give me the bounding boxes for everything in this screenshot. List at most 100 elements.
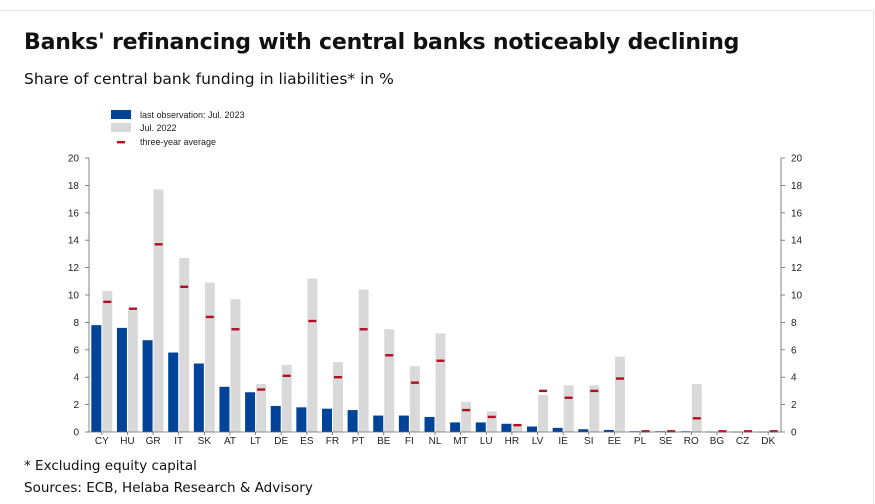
avg-mark-cz — [744, 430, 753, 433]
avg-mark-cy — [103, 300, 112, 304]
x-tick-label-mt: MT — [453, 436, 467, 447]
bar-jul-2022-ie — [563, 385, 574, 432]
bar-jul-2022-de — [281, 364, 292, 432]
y-axis-right: 0 2 4 6 8 10 12 14 16 18 20 — [780, 154, 803, 439]
bar-jul-2023-hu — [116, 327, 127, 432]
avg-mark-hr — [513, 423, 522, 427]
bar-jul-2023-ee — [603, 429, 614, 432]
x-axis: CY HU GR IT SK AT LT DE ES FR PT BE FI NL MT LU HR LV IE SI… — [89, 431, 781, 447]
series-jul-2023 — [91, 325, 768, 433]
avg-mark-si — [590, 389, 599, 393]
y-tick-label-right: 12 — [791, 263, 803, 274]
bar-jul-2023-mt — [450, 422, 461, 432]
y-tick-label-right: 4 — [791, 373, 797, 384]
y-tick-label-right: 16 — [791, 208, 803, 219]
bar-jul-2023-pt — [347, 410, 358, 432]
bar-jul-2022-lu — [486, 411, 497, 432]
y-tick-label-right: 8 — [791, 318, 797, 329]
x-tick-label-si: SI — [584, 436, 593, 447]
x-tick-label-hr: HR — [505, 436, 519, 447]
y-tick-label-right: 20 — [791, 154, 803, 165]
y-tick-label-left: 0 — [73, 428, 79, 439]
avg-mark-dk — [769, 430, 778, 433]
bar-jul-2022-fr — [332, 362, 343, 432]
avg-mark-ie — [564, 396, 573, 399]
x-tick-label-sk: SK — [198, 436, 212, 447]
bar-jul-2022-at — [230, 299, 241, 432]
x-tick-label-ro: RO — [684, 436, 699, 447]
bar-jul-2022-lv — [538, 395, 549, 432]
y-tick-label-left: 2 — [73, 400, 79, 411]
avg-mark-lv — [539, 389, 548, 393]
bar-jul-2022-cy — [102, 290, 113, 432]
bar-jul-2023-fi — [398, 415, 409, 432]
avg-mark-ee — [615, 377, 624, 380]
bar-jul-2022-pt — [358, 289, 369, 432]
x-tick-label-be: BE — [377, 436, 391, 447]
bar-jul-2022-it — [179, 258, 190, 432]
bar-jul-2022-es — [307, 278, 318, 432]
avg-mark-it — [180, 285, 189, 288]
y-tick-label-right: 18 — [791, 181, 803, 192]
bar-jul-2023-es — [296, 407, 307, 432]
bar-jul-2023-at — [219, 386, 230, 432]
bar-jul-2023-fr — [321, 408, 332, 432]
x-tick-label-ie: IE — [558, 436, 568, 447]
bar-jul-2022-lt — [256, 384, 267, 432]
avg-mark-de — [282, 374, 291, 378]
bar-jul-2022-si — [589, 385, 600, 432]
legend-swatch-three-year-average — [117, 141, 125, 144]
bar-jul-2023-de — [270, 405, 281, 432]
avg-mark-pt — [359, 328, 368, 331]
y-tick-label-left: 6 — [73, 345, 79, 356]
bar-jul-2022-be — [384, 329, 395, 432]
bar-jul-2022-sk — [204, 282, 215, 432]
bar-jul-2023-si — [578, 429, 589, 432]
y-tick-label-left: 14 — [68, 236, 80, 247]
bar-jul-2022-fi — [409, 366, 420, 432]
y-tick-label-right: 6 — [791, 345, 797, 356]
bar-jul-2023-lv — [527, 426, 538, 432]
avg-mark-fi — [410, 381, 419, 384]
x-tick-label-lu: LU — [480, 436, 493, 447]
x-tick-label-dk: DK — [761, 436, 775, 447]
x-tick-label-de: DE — [274, 436, 288, 447]
bar-jul-2022-hu — [127, 308, 138, 432]
legend-swatch-jul-2023 — [111, 110, 131, 119]
bar-jul-2022-hr — [512, 423, 523, 432]
avg-mark-hu — [128, 307, 137, 310]
avg-mark-bg — [718, 430, 727, 433]
bar-jul-2022-nl — [435, 333, 446, 432]
y-tick-label-left: 10 — [68, 291, 80, 302]
x-tick-label-ee: EE — [608, 436, 622, 447]
legend-label-last-observation-jul-2023: last observation: Jul. 2023 — [140, 110, 245, 120]
legend-label-jul-2022: Jul. 2022 — [140, 123, 177, 133]
x-tick-label-cy: CY — [95, 436, 109, 447]
y-tick-label-left: 4 — [73, 373, 79, 384]
bar-jul-2023-lt — [245, 392, 256, 432]
avg-mark-mt — [462, 408, 471, 412]
avg-mark-pl — [641, 430, 650, 433]
bar-jul-2023-hr — [501, 423, 512, 432]
source-note: Sources: ECB, Helaba Research & Advisory — [24, 480, 313, 496]
avg-mark-fr — [333, 376, 342, 379]
chart-subtitle: Share of central bank funding in liabili… — [24, 70, 394, 88]
avg-mark-sk — [205, 315, 214, 319]
bar-jul-2022-ro — [691, 384, 702, 432]
avg-mark-gr — [154, 243, 163, 246]
bar-jul-2023-cy — [91, 325, 102, 432]
y-tick-label-right: 2 — [791, 400, 797, 411]
bar-jul-2022-mt — [461, 401, 472, 432]
y-tick-label-left: 12 — [68, 263, 80, 274]
y-tick-label-left: 16 — [68, 208, 80, 219]
bar-jul-2023-be — [373, 415, 384, 432]
y-tick-label-left: 8 — [73, 318, 79, 329]
avg-mark-be — [385, 354, 394, 357]
x-tick-label-it: IT — [174, 436, 183, 447]
bar-jul-2023-ie — [552, 427, 563, 432]
x-tick-label-lv: LV — [532, 436, 544, 447]
y-tick-label-left: 20 — [68, 154, 80, 165]
avg-mark-es — [308, 319, 317, 323]
x-tick-label-hu: HU — [120, 436, 134, 447]
legend-label-three-year-average: three-year average — [140, 137, 216, 147]
